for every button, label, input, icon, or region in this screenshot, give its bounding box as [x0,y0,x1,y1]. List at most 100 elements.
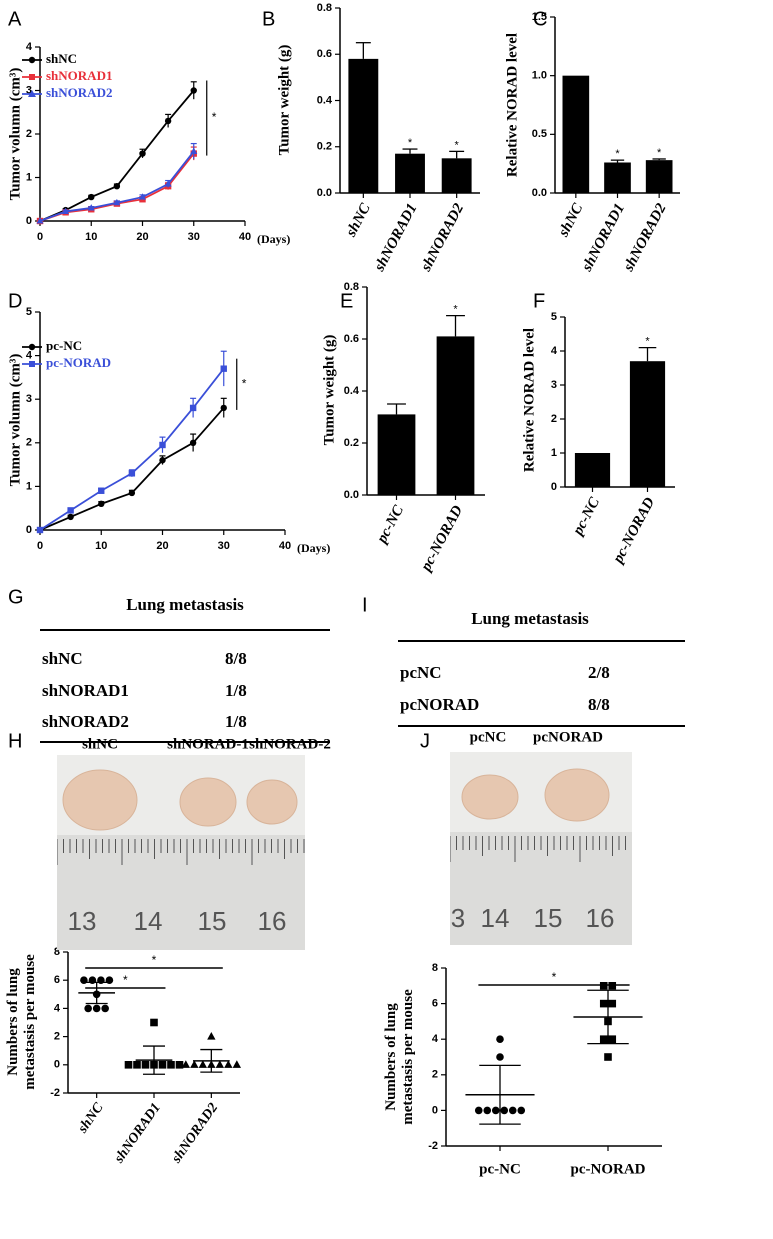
legend-marker [28,343,36,351]
legend-marker [29,361,35,367]
marker [67,513,74,521]
legend-label: shNC [46,51,77,66]
marker [189,439,197,446]
ruler-label: 14 [481,903,510,933]
y-axis-title: Tumor weight (g) [321,335,337,446]
panel-letter: H [8,730,22,752]
x-tick-label: 0 [37,231,43,243]
y-axis-title-line: Numbers of lung [5,968,21,1076]
x-axis-title: (Days) [297,541,330,555]
x-tick-label: shNORAD1 [371,201,420,275]
group [465,1035,535,1125]
line [39,368,225,531]
photo-label: shNC [82,736,118,752]
marker [190,87,197,94]
y-tick-label: 2 [551,413,557,425]
panel-letter: C [533,8,547,30]
x-tick-label: shNORAD1 [111,1101,164,1167]
table-cell: shNORAD2 [42,712,129,731]
marker [36,217,44,224]
y-axis-title: Tumor volumn (cm³) [7,354,23,487]
marker [139,150,146,157]
ruler-label: 16 [586,903,615,933]
tumor [544,768,610,822]
x-tick-label: shNC [555,200,587,240]
y-tick-label: 0.0 [317,187,332,199]
marker [608,1035,617,1043]
marker [67,507,74,514]
series [36,350,227,534]
significance: * [645,336,650,348]
x-tick-label: 30 [218,540,230,552]
annotation: * [242,376,247,390]
photo: 3 14 15 16 1 [450,752,632,945]
y-axis-title-line: Numbers of lung [383,1003,399,1111]
tumor [246,779,298,825]
panel-letter: E [340,290,353,312]
significance: * [455,139,460,151]
x-tick-label: shNC [343,200,375,240]
y-tick-label: 0.8 [317,2,332,14]
marker [491,1106,500,1115]
group [181,1032,242,1073]
legend-label: shNORAD1 [46,68,112,83]
marker [159,457,166,464]
y-tick-label: 0.2 [317,141,332,153]
significance: * [615,148,620,160]
y-tick-label: 4 [26,41,33,53]
tumor [461,774,519,820]
bar [645,160,673,193]
x-tick-label: pc-NC [569,494,603,539]
legend-label: shNORAD2 [46,85,112,100]
table-cell: 2/8 [588,663,610,682]
marker [62,207,70,214]
y-tick-label: 2 [432,1069,438,1081]
bar [574,453,611,487]
y-tick-label: 0.4 [344,385,360,397]
y-tick-label: 6 [54,974,60,986]
marker [128,489,136,497]
y-tick-label: 4 [551,345,558,357]
bar [441,158,472,193]
bar [436,336,475,495]
table-cell: 8/8 [588,695,610,714]
y-axis-title: Tumor volumn (cm³) [7,68,23,201]
group [573,982,643,1061]
y-axis-title: Tumor weight (g) [276,45,292,156]
marker [98,500,105,508]
marker [87,204,95,211]
y-tick-label: -2 [428,1140,438,1152]
bar [377,414,416,495]
x-tick-label: pc-NORAD [417,503,466,576]
table-cell: pcNC [400,663,442,682]
y-tick-label: 3 [26,393,32,405]
marker [608,999,617,1008]
marker [124,1061,133,1069]
bar [604,162,631,193]
y-tick-label: 0 [26,524,32,536]
bar [395,153,425,193]
y-tick-label: 2 [54,1031,60,1043]
x-tick-label: pc-NORAD [609,495,658,568]
annotation: * [212,110,217,124]
y-tick-label: 1 [26,171,32,183]
marker [189,404,197,412]
y-tick-label: 4 [26,350,33,362]
marker [164,117,172,125]
marker [500,1106,509,1115]
marker [138,193,147,200]
y-tick-label: 1 [551,447,557,459]
y-tick-label: 0 [551,481,557,493]
marker [508,1106,517,1115]
table-cell: 1/8 [225,712,247,731]
ruler-label: 16 [258,906,287,936]
marker [133,1061,141,1069]
marker [190,1060,199,1068]
y-tick-label: 6 [432,998,438,1010]
y-tick-label: 0.6 [344,333,359,345]
group [78,976,116,1013]
x-tick-label: shNORAD2 [418,201,468,275]
ruler-label: 15 [198,906,227,936]
marker [224,1060,233,1068]
marker [181,1060,191,1068]
